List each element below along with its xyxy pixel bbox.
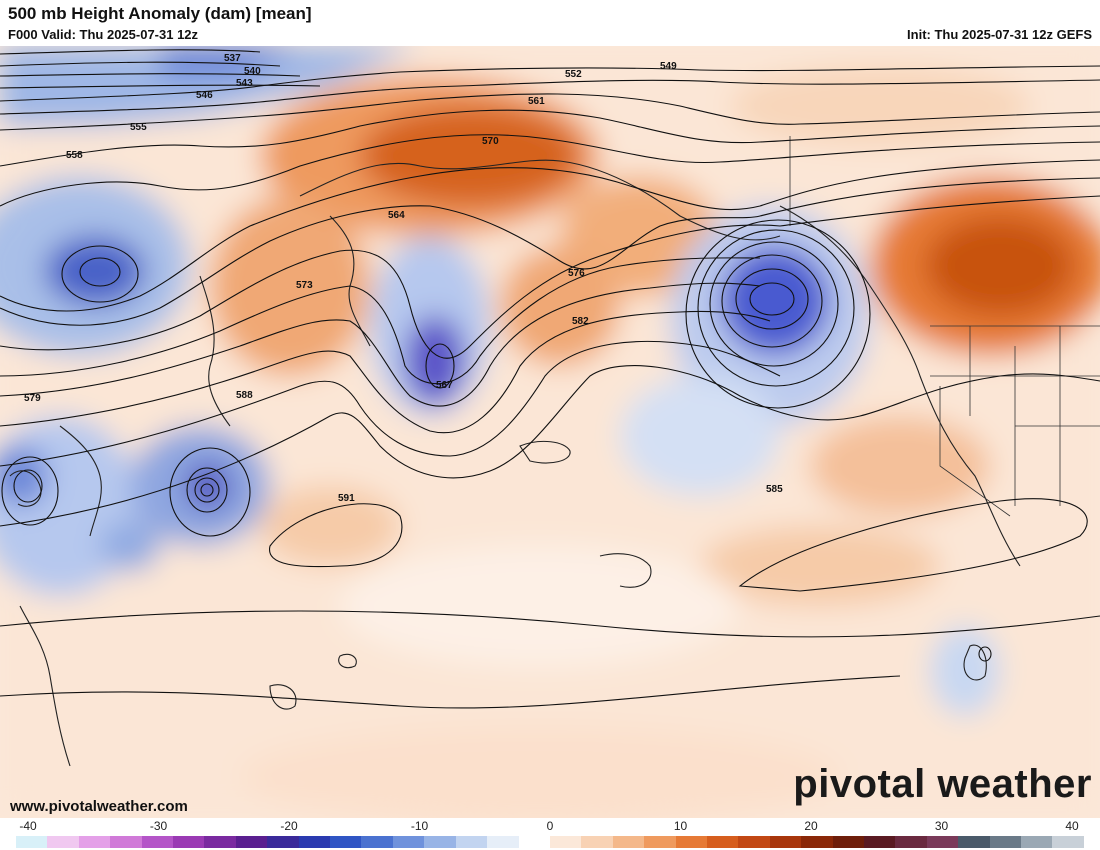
colorbar-swatch (267, 836, 299, 848)
colorbar-swatch (1021, 836, 1053, 848)
colorbar-swatch (863, 836, 896, 848)
contour-label: 555 (130, 122, 147, 133)
contour-label: 582 (572, 316, 589, 327)
contour-label: 579 (24, 393, 41, 404)
colorbar-tick-label: -30 (149, 819, 168, 833)
colorbar-swatch (235, 836, 268, 848)
ridge-contours (0, 498, 1100, 709)
colorbar-tick-label: 40 (1065, 819, 1079, 833)
colorbar-tick-label: -10 (410, 819, 429, 833)
map-title: 500 mb Height Anomaly (dam) [mean] (8, 4, 312, 23)
colorbar-swatch (549, 836, 582, 848)
contour-label: 588 (236, 390, 253, 401)
colorbar-swatch (361, 836, 393, 848)
contour-label: 567 (436, 380, 453, 391)
colorbar-swatch (141, 836, 174, 848)
contour-label: 549 (660, 61, 677, 72)
colorbar-tick-label: 20 (804, 819, 818, 833)
contour-label: 573 (296, 280, 313, 291)
height-contours (0, 49, 1100, 527)
colorbar-swatch (78, 836, 111, 848)
colorbar-tick-label: -40 (19, 819, 37, 833)
contour-label: 537 (224, 53, 241, 64)
colorbar-swatch (706, 836, 739, 848)
colorbar-swatch (392, 836, 425, 848)
colorbar-swatch (487, 836, 519, 848)
colorbar-swatch (424, 836, 456, 848)
colorbar-swatch (801, 836, 833, 848)
contour-label: 558 (66, 150, 83, 161)
init-time: Init: Thu 2025-07-31 12z GEFS (907, 27, 1092, 42)
colorbar-swatch (204, 836, 236, 848)
colorbar-swatch (644, 836, 676, 848)
colorbar-tick-label: 10 (673, 819, 688, 833)
contour-labels: 537 540 543 546 549 552 555 558 561 564 … (24, 53, 783, 504)
website-url[interactable]: www.pivotalweather.com (10, 798, 188, 815)
colorbar-tick-label: -20 (280, 819, 298, 833)
contour-label: 585 (766, 484, 783, 495)
contour-label: 570 (482, 136, 499, 147)
colorbar-swatch (110, 836, 142, 848)
map-canvas: 537 540 543 546 549 552 555 558 561 564 … (0, 46, 1100, 818)
closed-contours (1, 219, 992, 662)
colorbar-swatch (1052, 836, 1084, 848)
colorbar-swatch (926, 836, 959, 848)
colorbar-swatch (455, 836, 488, 848)
contour-label: 552 (565, 69, 582, 80)
contour-label: 564 (388, 210, 405, 221)
colorbar-swatch (16, 836, 48, 848)
colorbar-swatch (330, 836, 362, 848)
colorbar-swatch (832, 836, 864, 848)
colorbar-swatch (675, 836, 707, 848)
political-borders (789, 136, 1100, 517)
colorbar-ticks: -40 -30 -20 -10 0 10 20 30 40 (0, 818, 1100, 836)
contour-label: 576 (568, 268, 585, 279)
contour-label: 546 (196, 90, 213, 101)
map-header: 500 mb Height Anomaly (dam) [mean] F000 … (0, 0, 1100, 46)
pivotal-weather-logo: pivotal weather (793, 762, 1092, 806)
colorbar (16, 836, 1084, 848)
contour-label: 591 (338, 493, 355, 504)
coastlines (9, 159, 1021, 767)
valid-time: F000 Valid: Thu 2025-07-31 12z (8, 27, 199, 42)
contour-label: 561 (528, 96, 545, 107)
colorbar-swatch (298, 836, 331, 848)
colorbar-tick-label: 0 (546, 819, 554, 833)
colorbar-swatch (958, 836, 990, 848)
height-anomaly-map: 537 540 543 546 549 552 555 558 561 564 … (0, 46, 1100, 818)
contour-label: 543 (236, 78, 253, 89)
colorbar-swatch (989, 836, 1021, 848)
colorbar-swatch (769, 836, 802, 848)
colorbar-swatch (738, 836, 770, 848)
contour-label: 540 (244, 66, 261, 77)
colorbar-tick-label: 30 (934, 819, 949, 833)
anomaly-shading (0, 46, 1100, 818)
colorbar-swatch (581, 836, 613, 848)
colorbar-swatch (895, 836, 927, 848)
colorbar-swatch (173, 836, 205, 848)
colorbar-swatch (612, 836, 645, 848)
colorbar-swatch (47, 836, 79, 848)
colorbar-swatch (518, 836, 550, 848)
